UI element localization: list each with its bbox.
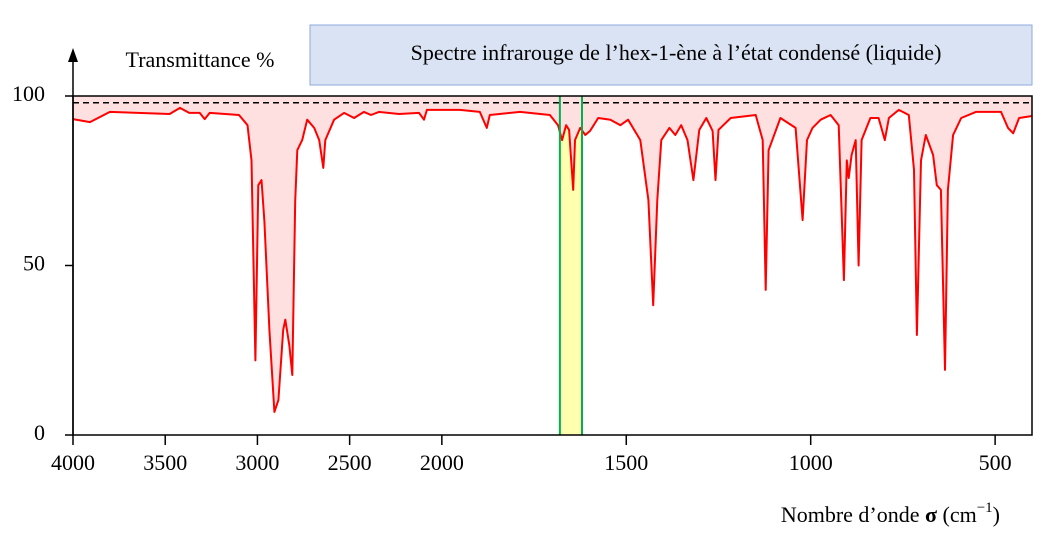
- x-label-exponent: −1: [977, 500, 993, 516]
- plot-frame: [72, 95, 1033, 436]
- x-tick-label: 3000: [235, 450, 279, 475]
- y-tick-label: 0: [34, 420, 45, 445]
- x-tick-label: 3500: [143, 450, 187, 475]
- y-axis-arrow: [68, 48, 78, 62]
- y-tick-label: 100: [12, 81, 45, 106]
- x-tick-label: 1000: [789, 450, 833, 475]
- transmittance-fill: [73, 96, 1032, 412]
- x-tick-label: 4000: [51, 450, 95, 475]
- x-tick-label: 500: [979, 450, 1012, 475]
- x-label-part: (cm: [937, 502, 977, 527]
- title-box: [309, 24, 1033, 86]
- x-axis-label: Nombre d’onde σ (cm−1): [781, 500, 1000, 527]
- x-label-part: Nombre d’onde: [781, 502, 925, 527]
- spectrum-line: [72, 106, 1033, 413]
- x-label-part: ): [993, 502, 1000, 527]
- x-label-symbol: σ: [925, 502, 937, 527]
- y-tick-label: 50: [23, 251, 45, 276]
- x-tick-label: 1500: [604, 450, 648, 475]
- y-axis-label: Transmittance %: [126, 47, 275, 72]
- x-tick-label: 2000: [420, 450, 464, 475]
- chart-title: Spectre infrarouge de l’hex-1-ène à l’ét…: [411, 40, 942, 65]
- x-tick-label: 2500: [328, 450, 372, 475]
- highlight-band: [559, 96, 583, 435]
